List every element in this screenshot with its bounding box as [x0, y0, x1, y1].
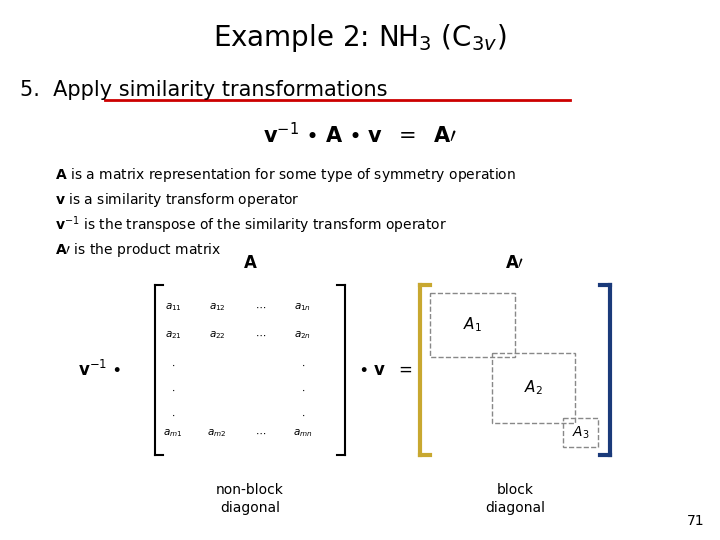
Text: $\cdot$: $\cdot$ [171, 410, 175, 420]
Text: $\mathbf{v}^{-1}$ $\bullet$ $\mathbf{A}$ $\bullet$ $\mathbf{v}$  $=$  $\mathbf{A: $\mathbf{v}^{-1}$ $\bullet$ $\mathbf{A}$… [263, 123, 457, 147]
Text: $a_{11}$: $a_{11}$ [164, 301, 181, 313]
Text: $\bullet$ $\mathbf{v}$  $=$: $\bullet$ $\mathbf{v}$ $=$ [358, 361, 413, 379]
Bar [563, 418, 598, 447]
Text: $\mathbf{v}^{-1}$ is the transpose of the similarity transform operator: $\mathbf{v}^{-1}$ is the transpose of th… [55, 214, 447, 236]
Text: $\cdot$: $\cdot$ [171, 360, 175, 370]
Text: $A_3$: $A_3$ [572, 424, 589, 441]
Text: Example 2: NH$_3$ (C$_{3v}$): Example 2: NH$_3$ (C$_{3v}$) [213, 22, 507, 54]
Bar [430, 293, 515, 357]
Text: 71: 71 [688, 514, 705, 528]
Text: $\cdots$: $\cdots$ [256, 330, 266, 340]
Text: $\mathbf{A}$ is a matrix representation for some type of symmetry operation: $\mathbf{A}$ is a matrix representation … [55, 166, 516, 184]
Text: $\mathbf{v}$ is a similarity transform operator: $\mathbf{v}$ is a similarity transform o… [55, 191, 300, 209]
Text: $\mathbf{A\prime}$ is the product matrix: $\mathbf{A\prime}$ is the product matrix [55, 241, 222, 259]
Text: $a_{12}$: $a_{12}$ [209, 301, 225, 313]
Bar [492, 353, 575, 423]
Text: $\mathbf{A}$: $\mathbf{A}$ [243, 254, 257, 272]
Text: $a_{21}$: $a_{21}$ [164, 329, 181, 341]
Text: $\cdots$: $\cdots$ [256, 428, 266, 438]
Text: $a_{m2}$: $a_{m2}$ [207, 427, 227, 439]
Text: $\cdot$: $\cdot$ [301, 410, 305, 420]
Text: $a_{22}$: $a_{22}$ [209, 329, 225, 341]
Text: block
diagonal: block diagonal [485, 483, 545, 515]
Text: $\cdot$: $\cdot$ [301, 385, 305, 395]
Text: $a_{1n}$: $a_{1n}$ [294, 301, 312, 313]
Text: $A_2$: $A_2$ [524, 379, 543, 397]
Text: non-block
diagonal: non-block diagonal [216, 483, 284, 515]
Text: $\cdots$: $\cdots$ [256, 302, 266, 312]
Text: $\mathbf{A\prime}$: $\mathbf{A\prime}$ [505, 254, 525, 272]
Text: $a_{2n}$: $a_{2n}$ [294, 329, 312, 341]
Text: $a_{m1}$: $a_{m1}$ [163, 427, 183, 439]
Text: $\cdot$: $\cdot$ [301, 360, 305, 370]
Text: 5.  Apply similarity transformations: 5. Apply similarity transformations [20, 80, 387, 100]
Text: $a_{mn}$: $a_{mn}$ [293, 427, 312, 439]
Text: $\mathbf{v}^{-1}$ $\bullet$: $\mathbf{v}^{-1}$ $\bullet$ [78, 360, 122, 380]
Text: $A_1$: $A_1$ [463, 316, 482, 334]
Text: $\cdot$: $\cdot$ [171, 385, 175, 395]
